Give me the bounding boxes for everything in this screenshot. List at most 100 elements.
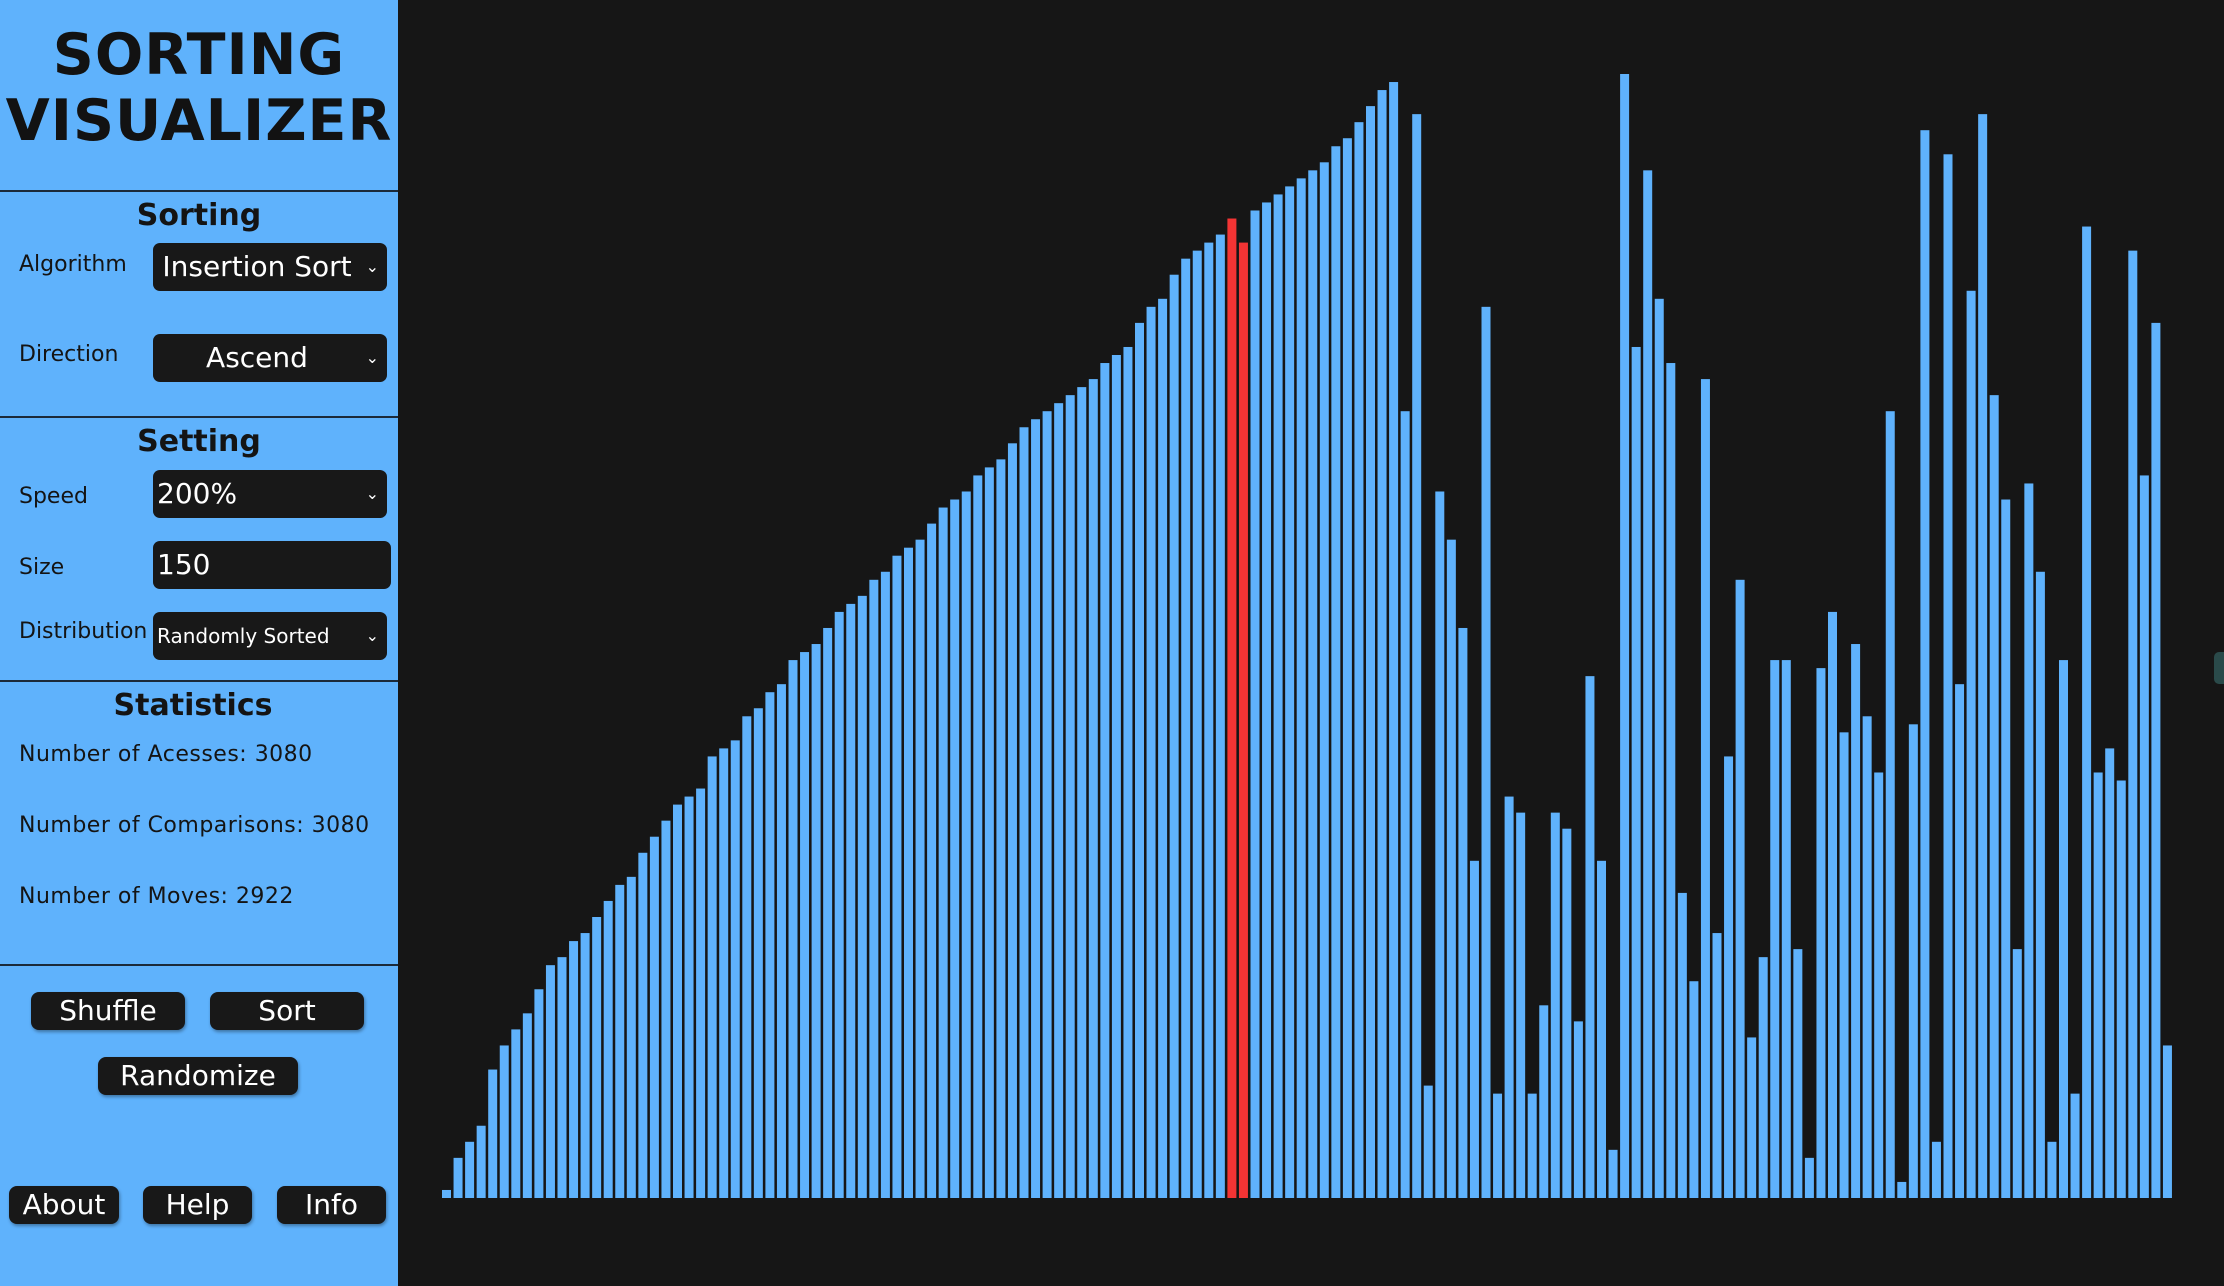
bar [465,1141,475,1198]
bar [1862,716,1872,1198]
bar [1135,322,1144,1198]
bar [927,523,937,1198]
distribution-select[interactable]: Randomly Sorted ⌄ [153,612,387,660]
bar [1181,258,1191,1198]
bar [996,459,1006,1198]
bar [1504,796,1514,1198]
bar [2093,772,2103,1198]
bar [1712,933,1722,1198]
bar [488,1069,498,1198]
bar [915,539,925,1198]
distribution-select-value: Randomly Sorted [157,624,330,648]
divider [0,680,398,682]
bar [1920,130,1930,1199]
bar [1562,828,1572,1198]
bar [534,989,544,1198]
bar [1435,491,1445,1198]
bar [1342,138,1352,1199]
algorithm-label: Algorithm [19,252,127,277]
bar [707,756,717,1198]
bar-highlighted [1227,218,1237,1198]
bar [2162,1045,2172,1198]
speed-select-value: 200% [157,477,238,510]
algorithm-select[interactable]: Insertion Sort ⌄ [153,243,387,291]
bar [742,716,752,1198]
bar [1781,660,1791,1198]
bar [592,917,602,1198]
bar [1943,154,1953,1198]
speed-select[interactable]: 200% ⌄ [153,470,387,518]
bar-highlighted [1238,242,1248,1199]
algorithm-select-value: Insertion Sort [162,250,352,283]
chevron-down-icon: ⌄ [365,348,379,367]
bar [846,603,856,1198]
sort-button[interactable]: Sort [210,992,364,1030]
bar [1989,395,1999,1198]
bar [1215,234,1225,1198]
bar [1955,684,1965,1198]
bar [788,660,798,1198]
help-button[interactable]: Help [143,1186,252,1224]
bar [545,965,555,1198]
divider [0,416,398,418]
size-input[interactable]: 150 [153,541,391,589]
bar [522,1013,532,1198]
bar [626,876,636,1198]
about-button[interactable]: About [9,1186,119,1224]
bar [1088,379,1098,1199]
bar [1689,981,1699,1198]
bar [1158,298,1168,1198]
bar [1377,90,1387,1198]
bar [1493,1093,1503,1198]
bar [834,611,844,1198]
bar [1273,194,1283,1198]
direction-select[interactable]: Ascend ⌄ [153,334,387,382]
bar [1585,676,1595,1198]
bar [673,804,682,1198]
bar [1007,443,1017,1198]
bar [1469,860,1479,1198]
bar [938,507,948,1198]
bar [1828,611,1837,1198]
bar [904,547,913,1198]
bar [880,571,890,1198]
randomize-button[interactable]: Randomize [98,1057,298,1095]
bar [1054,403,1064,1198]
bar [1077,387,1087,1198]
info-button[interactable]: Info [277,1186,386,1224]
bar [823,627,833,1198]
bar [892,555,902,1198]
bar [1250,210,1260,1199]
bar [1978,114,1988,1198]
side-panel-handle[interactable] [2214,652,2224,684]
bar [2128,250,2138,1198]
bar [1146,306,1156,1199]
bar [1770,660,1780,1198]
bar [961,491,971,1198]
bar [2139,475,2149,1198]
bar [1816,668,1826,1198]
bar [1192,250,1202,1198]
bar [1111,355,1121,1198]
bar [1677,892,1687,1198]
bar [800,652,810,1198]
bar [1804,1157,1814,1198]
bar [1573,1021,1583,1198]
bar [1620,74,1630,1198]
bar [2105,748,2115,1198]
bar [1042,411,1052,1198]
bar [1262,202,1272,1198]
bar [2012,949,2022,1198]
bar [1458,627,1468,1198]
bar [1631,346,1641,1199]
sorting-heading: Sorting [136,198,262,233]
chevron-down-icon: ⌄ [365,484,379,503]
bar [869,579,879,1198]
bar [1793,949,1803,1198]
shuffle-button[interactable]: Shuffle [31,992,185,1030]
app-title-line1: SORTING [52,22,346,88]
bar [1758,957,1768,1198]
direction-select-value: Ascend [206,341,308,374]
bar [1700,379,1710,1199]
bar [984,467,994,1198]
